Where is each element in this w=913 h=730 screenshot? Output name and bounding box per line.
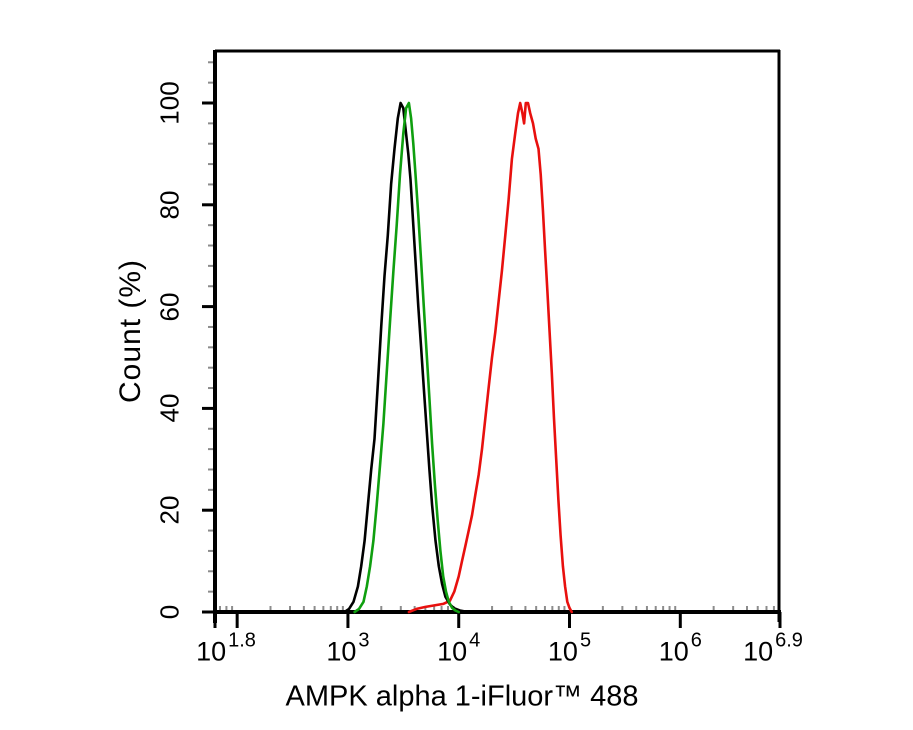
y-tick-label: 40 — [154, 393, 185, 423]
black-histogram — [343, 101, 472, 614]
x-tick-exponent: 1.8 — [228, 629, 256, 652]
x-tick-base: 10 — [658, 636, 689, 667]
x-tick-base: 10 — [547, 636, 578, 667]
x-tick-base: 10 — [437, 636, 468, 667]
y-tick-label: 0 — [154, 604, 185, 620]
green-histogram — [353, 101, 461, 614]
x-tick-label: 10 1.8 — [196, 631, 256, 668]
x-tick-label: 10 6.9 — [743, 631, 803, 668]
y-tick-label: 60 — [154, 292, 185, 322]
red-histogram — [407, 101, 574, 614]
x-tick-exponent: 5 — [579, 629, 592, 652]
x-tick-label: 10 4 — [437, 631, 480, 668]
x-tick-label: 10 6 — [658, 631, 702, 668]
x-tick-exponent: 4 — [469, 629, 481, 652]
y-axis-title: Count (%) — [114, 258, 147, 404]
y-tick-label: 100 — [154, 81, 185, 125]
x-tick-exponent: 6 — [690, 629, 702, 652]
x-tick-label: 10 5 — [547, 631, 591, 668]
x-tick-exponent: 6.9 — [775, 629, 803, 652]
y-tick-label: 80 — [154, 190, 185, 220]
x-tick-label: 10 3 — [326, 631, 369, 668]
y-tick-label: 20 — [154, 495, 185, 525]
x-tick-exponent: 3 — [358, 629, 370, 652]
x-axis-title: AMPK alpha 1-iFluor™ 488 — [285, 680, 639, 713]
x-tick-base: 10 — [196, 636, 227, 667]
x-tick-base: 10 — [743, 636, 774, 667]
x-tick-base: 10 — [326, 636, 357, 667]
